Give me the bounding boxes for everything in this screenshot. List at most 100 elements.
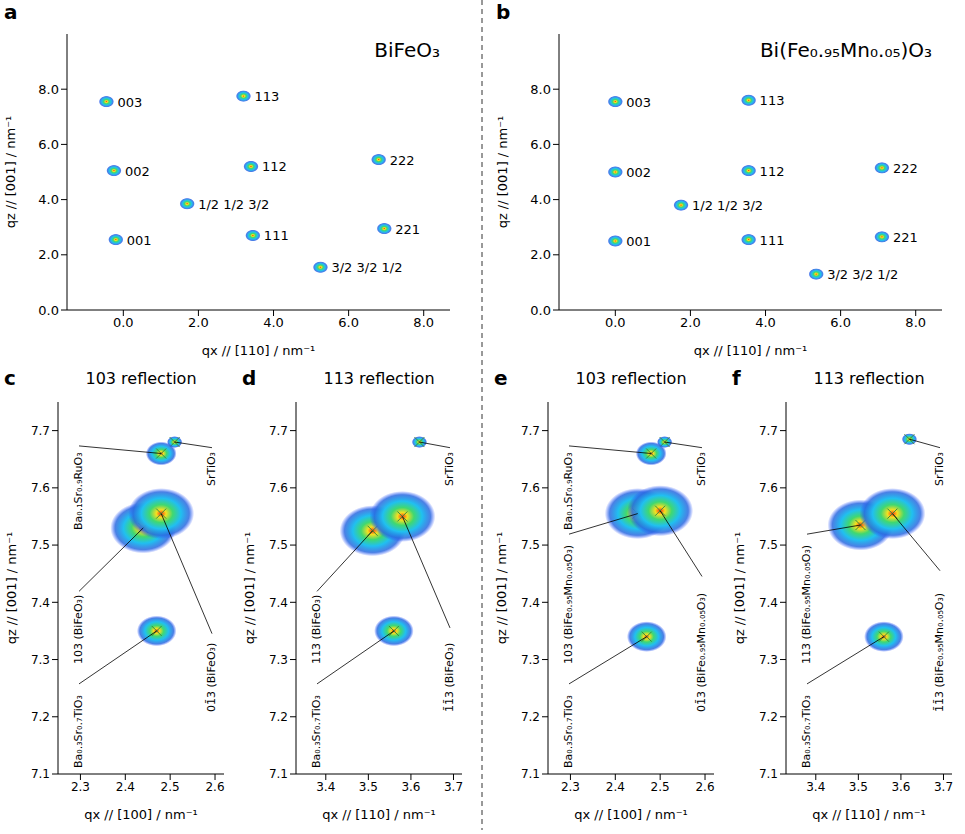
svg-text:0.0: 0.0 — [605, 315, 626, 330]
svg-text:111: 111 — [264, 228, 289, 243]
svg-text:2.4: 2.4 — [116, 780, 135, 794]
svg-text:6.0: 6.0 — [338, 315, 359, 330]
svg-text:Ba₀.₃Sr₀.₇TiO₃: Ba₀.₃Sr₀.₇TiO₃ — [310, 695, 323, 768]
svg-text:Ba₀.₁Sr₀.₉RuO₃: Ba₀.₁Sr₀.₉RuO₃ — [562, 452, 575, 530]
svg-text:3/2 3/2 1/2: 3/2 3/2 1/2 — [331, 260, 402, 275]
svg-text:7.4: 7.4 — [521, 596, 540, 610]
svg-text:003: 003 — [117, 95, 142, 110]
svg-text:7.1: 7.1 — [759, 767, 778, 781]
svg-text:qz // [001] / nm⁻¹: qz // [001] / nm⁻¹ — [4, 532, 19, 645]
svg-text:6.0: 6.0 — [38, 137, 59, 152]
svg-text:qx // [110] / nm⁻¹: qx // [110] / nm⁻¹ — [202, 343, 316, 358]
svg-text:3.6: 3.6 — [401, 780, 420, 794]
svg-text:7.4: 7.4 — [31, 596, 50, 610]
svg-text:7.2: 7.2 — [759, 710, 778, 724]
svg-text:7.3: 7.3 — [759, 653, 778, 667]
svg-text:2.4: 2.4 — [606, 780, 625, 794]
svg-text:001: 001 — [127, 233, 152, 248]
svg-text:01̄3 (BiFe₀.₉₅Mn₀.₀₅O₃): 01̄3 (BiFe₀.₉₅Mn₀.₀₅O₃) — [695, 593, 708, 712]
svg-text:113: 113 — [254, 89, 279, 104]
svg-text:7.5: 7.5 — [31, 538, 50, 552]
svg-text:113 (BiFeO₃): 113 (BiFeO₃) — [310, 595, 323, 664]
svg-text:3.6: 3.6 — [891, 780, 910, 794]
svg-text:7.4: 7.4 — [759, 596, 778, 610]
svg-text:qz // [001] / nm⁻¹: qz // [001] / nm⁻¹ — [495, 116, 510, 229]
svg-text:3.7: 3.7 — [444, 780, 463, 794]
svg-text:qx // [110] / nm⁻¹: qx // [110] / nm⁻¹ — [812, 807, 926, 822]
svg-text:2.6: 2.6 — [695, 780, 714, 794]
svg-text:Ba₀.₁Sr₀.₉RuO₃: Ba₀.₁Sr₀.₉RuO₃ — [72, 452, 85, 530]
svg-text:qx // [110] / nm⁻¹: qx // [110] / nm⁻¹ — [694, 343, 808, 358]
svg-text:SrTiO₃: SrTiO₃ — [933, 452, 946, 486]
svg-text:4.0: 4.0 — [530, 192, 551, 207]
svg-text:1/2 1/2 3/2: 1/2 1/2 3/2 — [198, 197, 269, 212]
svg-text:qz // [001] / nm⁻¹: qz // [001] / nm⁻¹ — [494, 532, 509, 645]
svg-text:7.1: 7.1 — [269, 767, 288, 781]
svg-text:003: 003 — [626, 95, 651, 110]
svg-text:002: 002 — [125, 164, 150, 179]
svg-text:0.0: 0.0 — [38, 303, 59, 318]
svg-text:7.2: 7.2 — [521, 710, 540, 724]
svg-text:2.0: 2.0 — [38, 247, 59, 262]
svg-text:2.0: 2.0 — [680, 315, 701, 330]
svg-text:7.4: 7.4 — [269, 596, 288, 610]
svg-text:qz // [001] / nm⁻¹: qz // [001] / nm⁻¹ — [242, 532, 257, 645]
svg-text:103 (BiFe₀.₉₅Mn₀.₀₅O₃): 103 (BiFe₀.₉₅Mn₀.₀₅O₃) — [562, 545, 575, 664]
svg-text:7.6: 7.6 — [269, 481, 288, 495]
svg-text:8.0: 8.0 — [38, 82, 59, 97]
svg-text:7.7: 7.7 — [521, 424, 540, 438]
svg-text:4.0: 4.0 — [38, 192, 59, 207]
svg-text:SrTiO₃: SrTiO₃ — [695, 452, 708, 486]
svg-text:113: 113 — [760, 93, 785, 108]
svg-text:2.3: 2.3 — [71, 780, 90, 794]
svg-text:2.6: 2.6 — [205, 780, 224, 794]
svg-text:7.3: 7.3 — [31, 653, 50, 667]
svg-text:103 (BiFeO₃): 103 (BiFeO₃) — [72, 595, 85, 664]
svg-text:7.5: 7.5 — [759, 538, 778, 552]
svg-text:2.0: 2.0 — [188, 315, 209, 330]
svg-text:4.0: 4.0 — [263, 315, 284, 330]
svg-text:7.7: 7.7 — [759, 424, 778, 438]
svg-text:qx // [110] / nm⁻¹: qx // [110] / nm⁻¹ — [322, 807, 436, 822]
svg-text:221: 221 — [893, 230, 918, 245]
svg-text:2.0: 2.0 — [530, 247, 551, 262]
svg-text:113 (BiFe₀.₉₅Mn₀.₀₅O₃): 113 (BiFe₀.₉₅Mn₀.₀₅O₃) — [800, 545, 813, 664]
svg-text:3.4: 3.4 — [316, 780, 335, 794]
svg-text:8.0: 8.0 — [530, 82, 551, 97]
svg-text:001: 001 — [626, 234, 651, 249]
svg-text:7.1: 7.1 — [521, 767, 540, 781]
svg-text:7.5: 7.5 — [269, 538, 288, 552]
svg-text:7.3: 7.3 — [269, 653, 288, 667]
svg-text:3.5: 3.5 — [849, 780, 868, 794]
svg-text:7.7: 7.7 — [31, 424, 50, 438]
svg-text:7.2: 7.2 — [269, 710, 288, 724]
svg-text:7.6: 7.6 — [759, 481, 778, 495]
svg-text:7.2: 7.2 — [31, 710, 50, 724]
svg-text:qx // [100] / nm⁻¹: qx // [100] / nm⁻¹ — [574, 807, 688, 822]
svg-text:7.3: 7.3 — [521, 653, 540, 667]
svg-text:3.5: 3.5 — [359, 780, 378, 794]
svg-text:2.3: 2.3 — [561, 780, 580, 794]
svg-text:7.7: 7.7 — [269, 424, 288, 438]
svg-text:6.0: 6.0 — [830, 315, 851, 330]
svg-text:qx // [100] / nm⁻¹: qx // [100] / nm⁻¹ — [84, 807, 198, 822]
svg-text:112: 112 — [760, 164, 785, 179]
svg-text:Ba₀.₃Sr₀.₇TiO₃: Ba₀.₃Sr₀.₇TiO₃ — [72, 695, 85, 768]
svg-text:222: 222 — [390, 153, 415, 168]
svg-text:0.0: 0.0 — [113, 315, 134, 330]
svg-text:6.0: 6.0 — [530, 137, 551, 152]
svg-text:4.0: 4.0 — [755, 315, 776, 330]
svg-text:qz // [001] / nm⁻¹: qz // [001] / nm⁻¹ — [3, 116, 18, 229]
svg-text:7.5: 7.5 — [521, 538, 540, 552]
svg-text:SrTiO₃: SrTiO₃ — [443, 452, 456, 486]
svg-text:0.0: 0.0 — [530, 303, 551, 318]
svg-text:111: 111 — [760, 233, 785, 248]
svg-text:Ba₀.₃Sr₀.₇TiO₃: Ba₀.₃Sr₀.₇TiO₃ — [800, 695, 813, 768]
svg-text:3.4: 3.4 — [806, 780, 825, 794]
svg-text:7.6: 7.6 — [521, 481, 540, 495]
svg-text:3.7: 3.7 — [934, 780, 953, 794]
svg-text:112: 112 — [262, 159, 287, 174]
svg-text:2.5: 2.5 — [161, 780, 180, 794]
svg-text:7.1: 7.1 — [31, 767, 50, 781]
svg-text:01̄3 (BiFeO₃): 01̄3 (BiFeO₃) — [205, 643, 218, 712]
